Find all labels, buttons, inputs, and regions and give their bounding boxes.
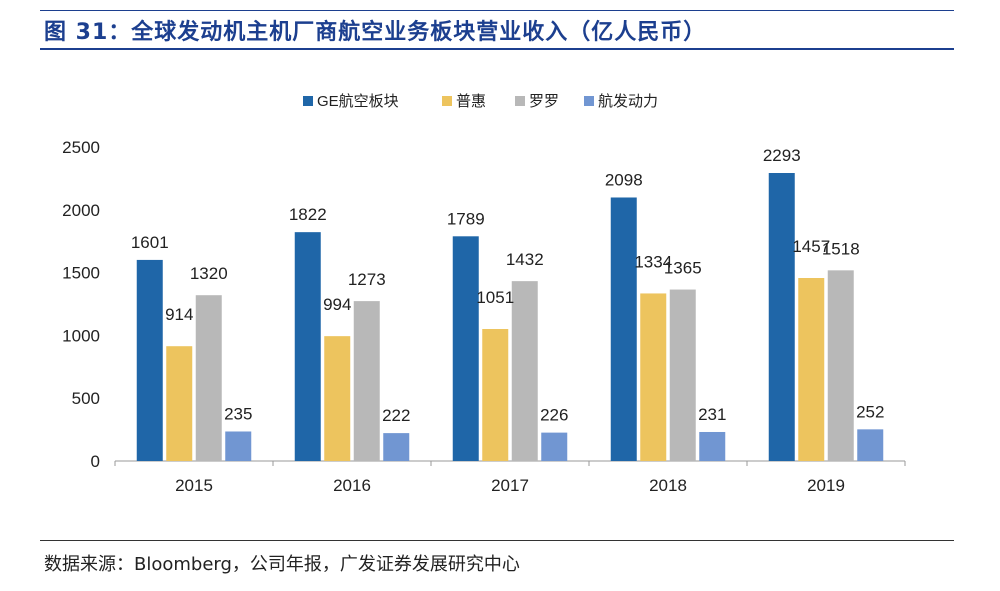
- data-label: 235: [224, 404, 252, 423]
- chart-legend: GE航空板块 普惠 罗罗 航发动力: [303, 92, 658, 110]
- y-tick-label: 1500: [62, 264, 100, 283]
- x-tick-label: 2015: [175, 476, 213, 495]
- data-label: 1822: [289, 205, 327, 224]
- bar: [857, 429, 884, 461]
- legend-swatch-1: [442, 96, 452, 106]
- source-note: 数据来源：Bloomberg，公司年报，广发证券发展研究中心: [44, 554, 520, 575]
- legend-label-0: GE航空板块: [317, 92, 399, 110]
- data-label: 226: [540, 406, 568, 425]
- data-label: 914: [165, 305, 193, 324]
- legend-swatch-2: [515, 96, 525, 106]
- bar: [353, 301, 380, 461]
- bar: [136, 259, 163, 461]
- x-tick-label: 2019: [807, 476, 845, 495]
- bar: [482, 328, 509, 461]
- legend-label-3: 航发动力: [598, 93, 658, 110]
- bar: [669, 289, 696, 461]
- data-label: 994: [323, 295, 351, 314]
- bars: [136, 172, 884, 461]
- data-label: 1457: [792, 237, 830, 256]
- data-label: 1789: [447, 209, 485, 228]
- bar-chart: GE航空板块 普惠 罗罗 航发动力 0 500 1000 1500 2000 2500 2015…: [62, 92, 906, 495]
- bar: [452, 236, 479, 461]
- bar: [511, 281, 538, 461]
- data-label: 1365: [664, 259, 702, 278]
- data-label: 231: [698, 405, 726, 424]
- data-label: 1518: [822, 239, 860, 258]
- legend-label-1: 普惠: [456, 93, 486, 110]
- x-axis: 2015 2016 2017 2018 2019: [114, 460, 906, 495]
- bar: [699, 431, 726, 461]
- data-label: 252: [856, 402, 884, 421]
- bar: [610, 197, 637, 461]
- legend-swatch-0: [303, 96, 313, 106]
- data-label: 2098: [605, 170, 643, 189]
- data-label: 1320: [190, 264, 228, 283]
- y-tick-label: 1000: [62, 326, 100, 345]
- data-labels: 1601 914 1320 235 1822 994 1273 222 1789 1051 1432…: [131, 146, 885, 425]
- legend-label-2: 罗罗: [529, 93, 559, 110]
- data-label: 1051: [476, 288, 514, 307]
- bar: [768, 172, 795, 461]
- data-label: 1273: [348, 270, 386, 289]
- bar: [541, 432, 568, 461]
- y-tick-label: 2500: [62, 138, 100, 157]
- bar: [294, 232, 321, 461]
- data-label: 222: [382, 406, 410, 425]
- x-tick-label: 2016: [333, 476, 371, 495]
- x-tick-label: 2017: [491, 476, 529, 495]
- bar: [195, 295, 222, 461]
- figure-title: 图 31：全球发动机主机厂商航空业务板块营业收入（亿人民币）: [44, 20, 707, 45]
- y-axis: 0 500 1000 1500 2000 2500: [62, 138, 100, 471]
- bar: [640, 293, 667, 461]
- data-label: 2293: [763, 146, 801, 165]
- data-label: 1432: [506, 250, 544, 269]
- source-rule: [40, 540, 954, 541]
- title-rule: [40, 48, 954, 50]
- data-label: 1601: [131, 233, 169, 252]
- bar: [324, 336, 351, 461]
- top-rule: [40, 10, 954, 11]
- y-tick-label: 0: [91, 452, 100, 471]
- bar: [798, 278, 825, 461]
- bar: [225, 431, 252, 461]
- bar: [827, 270, 854, 461]
- legend-swatch-3: [584, 96, 594, 106]
- x-tick-label: 2018: [649, 476, 687, 495]
- bar: [383, 433, 410, 461]
- y-tick-label: 500: [72, 389, 100, 408]
- data-label: 1334: [634, 252, 672, 271]
- y-tick-label: 2000: [62, 201, 100, 220]
- bar: [166, 346, 193, 461]
